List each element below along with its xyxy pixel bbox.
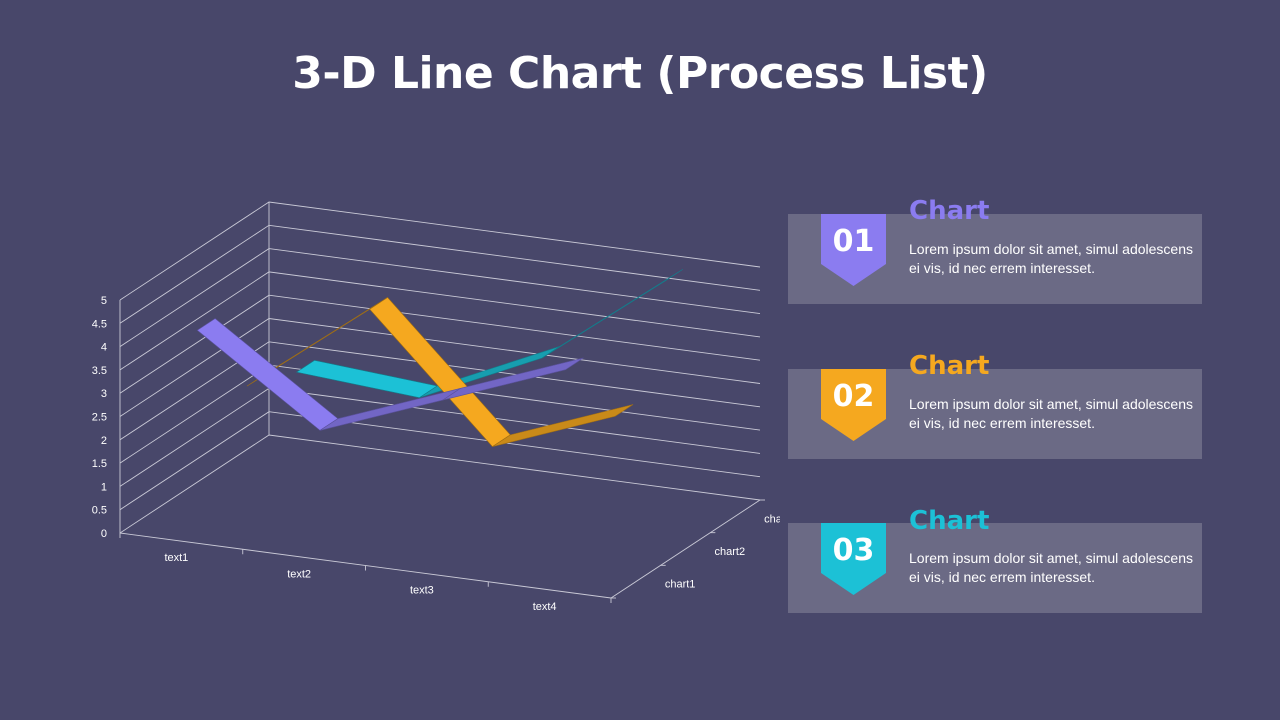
y-tick-label: 1.5 — [92, 458, 107, 470]
depth-axis-line — [610, 499, 761, 599]
badge-number: 01 — [832, 224, 875, 259]
x-tick-label: text2 — [287, 568, 311, 580]
series-segment — [319, 388, 461, 431]
y-tick-label: 5 — [101, 295, 107, 307]
badge-number: 02 — [832, 379, 875, 414]
depth-tick-label: chart3 — [764, 513, 780, 525]
line-chart-3d: 00.511.522.533.544.55 text1text2text3tex… — [92, 201, 780, 613]
gridline — [119, 387, 761, 487]
y-tick-label: 4.5 — [92, 318, 107, 330]
chart-series — [196, 269, 683, 448]
y-tick-label: 0.5 — [92, 505, 107, 517]
depth-axis-labels: chart1 chart2 chart3 — [665, 513, 780, 590]
y-tick-label: 1 — [101, 481, 107, 493]
series-segment — [492, 404, 634, 447]
gridline — [119, 434, 761, 534]
card-description: Lorem ipsum dolor sit amet, simul adoles… — [909, 241, 1194, 276]
x-tick-label: text1 — [164, 552, 188, 564]
x-tick-label: text3 — [410, 585, 434, 597]
series-chart2-ribbon — [246, 297, 634, 448]
card-heading-3: Chart — [909, 506, 990, 536]
number-badge: 02 — [821, 369, 886, 441]
series-chart3-ribbon — [295, 269, 683, 399]
process-card-3: 03 Lorem ipsum dolor sit amet, simul ado… — [788, 523, 1202, 613]
number-badge: 01 — [821, 214, 886, 286]
depth-tick-label: chart2 — [715, 546, 746, 558]
series-segment — [442, 357, 584, 401]
badge-number: 03 — [832, 533, 875, 568]
depth-tick-label: chart1 — [665, 579, 696, 591]
y-tick-label: 2.5 — [92, 412, 107, 424]
process-card-2: 02 Lorem ipsum dolor sit amet, simul ado… — [788, 369, 1202, 459]
process-card-1: 01 Lorem ipsum dolor sit amet, simul ado… — [788, 214, 1202, 304]
page-title: 3-D Line Chart (Process List) — [292, 48, 988, 99]
card-description: Lorem ipsum dolor sit amet, simul adoles… — [909, 550, 1194, 585]
gridline — [119, 411, 761, 511]
y-tick-label: 2 — [101, 435, 107, 447]
y-tick-label: 4 — [101, 342, 107, 354]
series-segment — [541, 269, 683, 359]
number-badge: 03 — [821, 523, 886, 595]
gridline — [119, 201, 761, 301]
series-segment — [295, 360, 439, 399]
series-chart1-ribbon — [196, 318, 584, 431]
x-tick-label: text4 — [533, 601, 557, 613]
y-tick-label: 3 — [101, 388, 107, 400]
y-tick-label: 3.5 — [92, 365, 107, 377]
x-axis-labels: text1 text2 text3 text4 — [164, 552, 556, 613]
gridline — [119, 224, 761, 324]
card-heading-1: Chart — [909, 196, 990, 226]
y-tick-label: 0 — [101, 528, 107, 540]
chart-gridlines — [119, 201, 765, 603]
card-heading-2: Chart — [909, 351, 990, 381]
y-axis-labels: 0 0.5 1 1.5 2 2.5 3 3.5 4 4.5 5 — [92, 295, 107, 540]
card-description: Lorem ipsum dolor sit amet, simul adoles… — [909, 396, 1194, 431]
